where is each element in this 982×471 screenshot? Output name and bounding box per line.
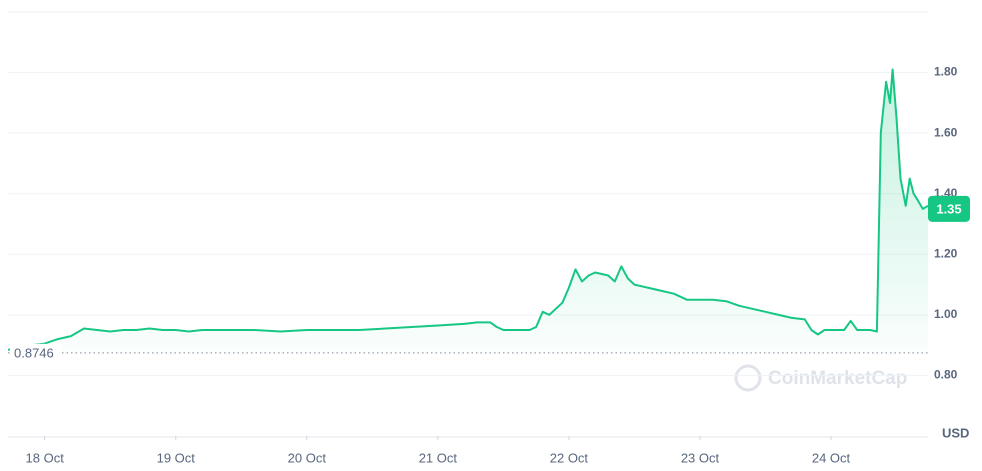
x-tick-label: 18 Oct: [26, 450, 65, 465]
reference-label-bg: [10, 343, 62, 362]
x-tick-label: 19 Oct: [157, 450, 196, 465]
reference-label: 0.8746: [14, 345, 54, 360]
watermark-text: CoinMarketCap: [768, 368, 907, 389]
x-tick-label: 22 Oct: [550, 450, 589, 465]
price-line: [7, 68, 929, 351]
unit-label: USD: [942, 425, 969, 440]
y-tick-label: 1.60: [934, 125, 958, 139]
area: [8, 69, 928, 353]
y-tick-label: 1.80: [934, 65, 958, 79]
y-tick-label: 0.80: [934, 368, 958, 382]
y-tick-label: 1.00: [934, 307, 958, 321]
x-tick-label: 24 Oct: [812, 450, 851, 465]
x-tick-label: 21 Oct: [419, 450, 458, 465]
y-tick-label: 1.20: [934, 246, 958, 260]
x-tick-label: 23 Oct: [681, 450, 720, 465]
current-value-label: 1.35: [936, 201, 961, 216]
watermark: CoinMarketCap: [734, 364, 907, 392]
x-tick-label: 20 Oct: [288, 450, 327, 465]
current-value-badge: [928, 195, 970, 222]
